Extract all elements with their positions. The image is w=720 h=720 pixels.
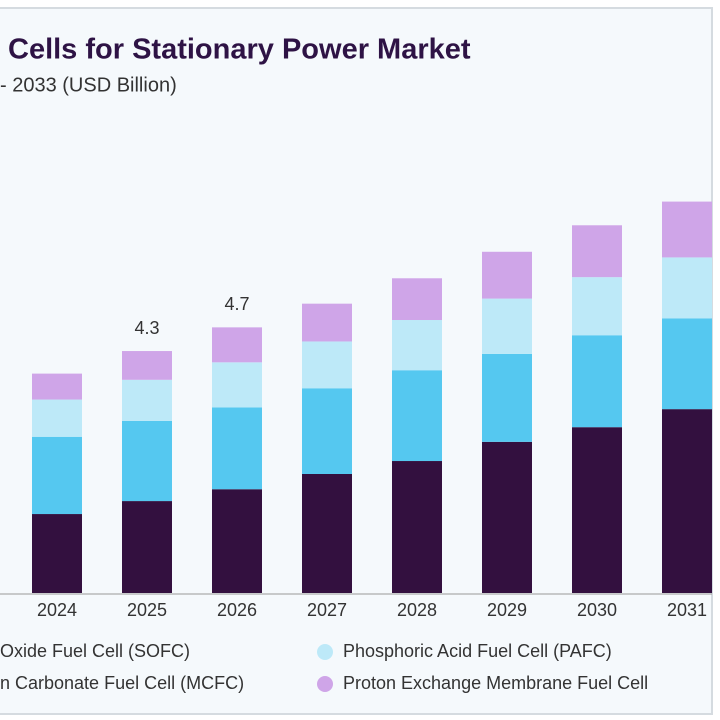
bar-segment (482, 441, 532, 593)
bar-segment (572, 335, 622, 428)
bar-segment (122, 351, 172, 380)
bar-segment (482, 298, 532, 354)
bar-segment (572, 427, 622, 593)
chart-subtitle: - 2033 (USD Billion) (0, 74, 177, 96)
x-tick-label: 2030 (577, 600, 617, 620)
x-tick-label: 2029 (487, 600, 527, 620)
legend-label: n Carbonate Fuel Cell (MCFC) (0, 673, 244, 693)
bar-segment (392, 278, 442, 321)
x-tick-label: 2024 (37, 600, 77, 620)
x-tick-label: 2026 (217, 600, 257, 620)
legend-label: Phosphoric Acid Fuel Cell (PAFC) (343, 641, 612, 661)
bar-segment (392, 320, 442, 371)
bar-segment (302, 341, 352, 389)
bar-segment (482, 353, 532, 442)
bar-segment (572, 225, 622, 278)
bar-segment (482, 251, 532, 299)
bar-segment (212, 362, 262, 408)
bar-segment (32, 373, 82, 400)
x-tick-label: 2028 (397, 600, 437, 620)
legend-label: Oxide Fuel Cell (SOFC) (0, 641, 190, 661)
bar-segment (572, 277, 622, 336)
bar-segment (662, 318, 712, 410)
bar-segment (662, 201, 712, 258)
legend-marker (317, 644, 333, 660)
x-tick-label: 2027 (307, 600, 347, 620)
bar-segment (392, 461, 442, 593)
bar-segment (212, 327, 262, 363)
legend-label: Proton Exchange Membrane Fuel Cell (343, 673, 648, 693)
x-tick-label: 2025 (127, 600, 167, 620)
bar-segment (212, 407, 262, 490)
bar-segment (122, 379, 172, 421)
x-tick-label: 2031 (667, 600, 707, 620)
bar-segment (32, 514, 82, 593)
bar-segment (122, 501, 172, 593)
total-label: 4.7 (224, 294, 249, 314)
legend-marker (317, 676, 333, 692)
bar-segment (122, 420, 172, 502)
total-label: 4.3 (134, 318, 159, 338)
bar-segment (302, 473, 352, 593)
chart-title: Cells for Stationary Power Market (8, 34, 471, 66)
bar-segment (662, 257, 712, 319)
bar-segment (212, 489, 262, 593)
bar-segment (662, 409, 712, 593)
bar-segment (32, 399, 82, 437)
bar-segment (302, 388, 352, 474)
bar-segment (392, 370, 442, 462)
bar-segment (32, 436, 82, 515)
bar-segment (302, 303, 352, 342)
